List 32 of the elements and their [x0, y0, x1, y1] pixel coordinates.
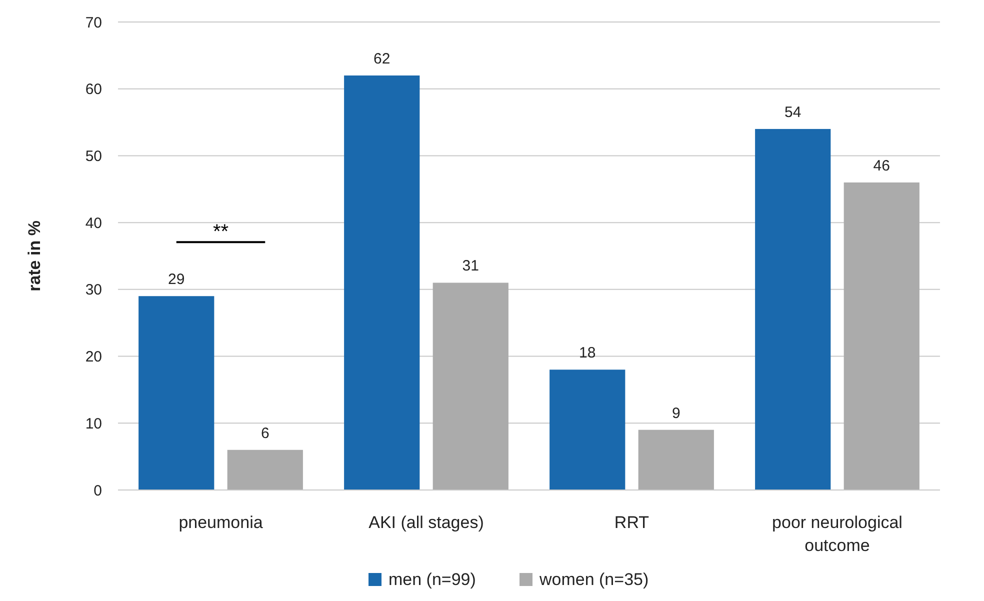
bar	[227, 450, 303, 490]
data-label: 46	[873, 157, 890, 174]
x-tick-label: AKI (all stages)	[368, 513, 484, 532]
bar	[550, 370, 626, 490]
bar	[344, 75, 420, 490]
y-tick-label: 10	[85, 415, 102, 432]
y-tick-label: 70	[85, 14, 102, 32]
legend-label: women (n=35)	[538, 570, 649, 589]
data-label: 9	[672, 404, 680, 422]
x-tick-label: RRT	[614, 513, 650, 532]
bar	[138, 296, 214, 490]
data-label: 62	[374, 50, 390, 68]
bar	[755, 128, 831, 490]
y-tick-label: 40	[85, 214, 102, 232]
data-label: 18	[579, 344, 596, 362]
y-tick-label: 20	[85, 348, 102, 366]
bar	[638, 430, 714, 490]
data-label: 31	[462, 258, 479, 275]
y-tick-label: 0	[94, 482, 102, 500]
x-tick-label: poor neurological outcome	[772, 513, 902, 555]
y-tick-label: 50	[85, 148, 102, 165]
y-tick-label: 30	[85, 282, 102, 299]
y-tick-label: 60	[85, 81, 102, 98]
x-tick-label: pneumonia	[178, 513, 264, 532]
annotation: **	[212, 221, 229, 244]
bar	[844, 182, 920, 490]
y-axis-title: rate in %	[25, 220, 44, 292]
data-label: 6	[260, 424, 270, 442]
data-label: 54	[784, 104, 802, 121]
legend-label: men (n=99)	[388, 570, 476, 589]
data-label: 29	[168, 271, 185, 288]
bar	[432, 282, 508, 490]
